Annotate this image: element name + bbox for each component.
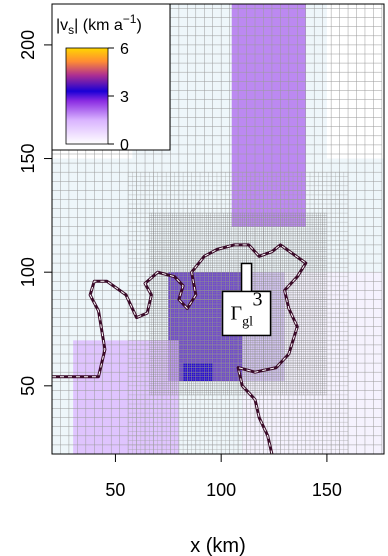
y-tick-label: 150 [18,144,38,174]
annotation-box [221,290,272,337]
plot-frame [51,3,385,455]
x-axis-label: x (km) [190,535,246,556]
mesh-grid [52,4,383,454]
y-tick-label: 200 [18,30,38,60]
annotation-pointer [240,262,253,295]
colorbar-ticks: 6 3 0 [108,41,129,154]
colorbar-tick-label: 6 [120,41,129,58]
speed-region-fast-stream-west [73,340,179,454]
colorbar-tick-label: 3 [120,89,129,106]
x-tick-label: 150 [312,480,342,500]
colorbar-tick-label: 0 [120,137,129,154]
y-tick-label: 50 [18,376,38,396]
y-axis: 50 100 150 200 [18,30,52,396]
annotation-superscript: 3 [253,288,263,310]
x-axis: 50 100 150 [105,454,342,500]
x-tick-label: 50 [105,480,125,500]
colorbar [65,47,109,145]
grounding-line-annotation: Γgl 3 [221,262,272,337]
mesh-fine [149,212,328,396]
colorbar-title: |vs| (km a−1) [56,12,142,37]
x-tick-label: 100 [206,480,236,500]
grounding-line-path [52,243,308,454]
y-tick-label: 100 [18,257,38,287]
annotation-label: Γgl [231,302,254,329]
colorbar-legend: |vs| (km a−1) 6 3 0 [51,3,171,154]
grounding-line [52,243,308,454]
speed-region-fast-stream-north [231,4,306,227]
